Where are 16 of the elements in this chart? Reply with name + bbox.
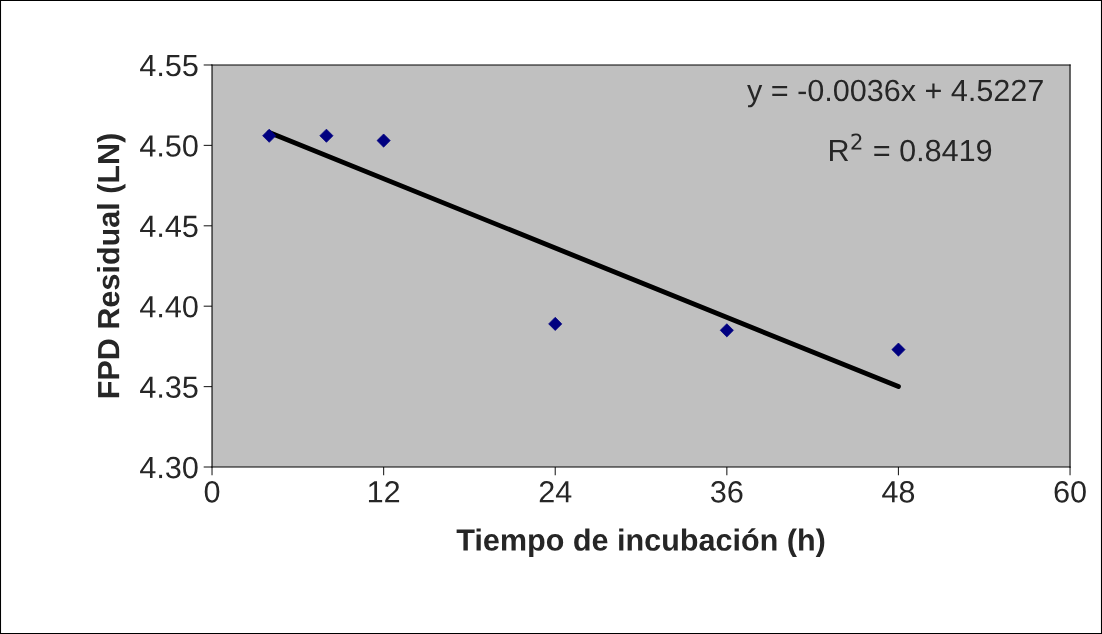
y-axis-title: FPD Residual (LN) (96, 134, 126, 398)
y-tick-label: 4.35 (140, 376, 198, 398)
y-tick-label: 4.30 (140, 456, 198, 479)
y-tick-label: 4.50 (140, 135, 198, 157)
x-tick-label: 36 (711, 481, 743, 503)
annotation: R$^{2}$ = 0.8419 (830, 133, 992, 162)
y-tick-label: 4.40 (140, 295, 198, 318)
annotation: y = -0.0036x + 4.5227 (747, 79, 1043, 108)
y-tick-label: 4.55 (140, 55, 198, 77)
x-tick-label: 12 (368, 481, 400, 503)
x-tick-label: 48 (882, 481, 915, 503)
x-axis-title: Tiempo de incubación (h) (456, 528, 825, 557)
y-tick-label: 4.45 (140, 215, 198, 238)
x-tick-label: 60 (1054, 481, 1086, 503)
x-tick-label: 24 (539, 481, 572, 503)
x-tick-label: 0 (204, 481, 220, 503)
